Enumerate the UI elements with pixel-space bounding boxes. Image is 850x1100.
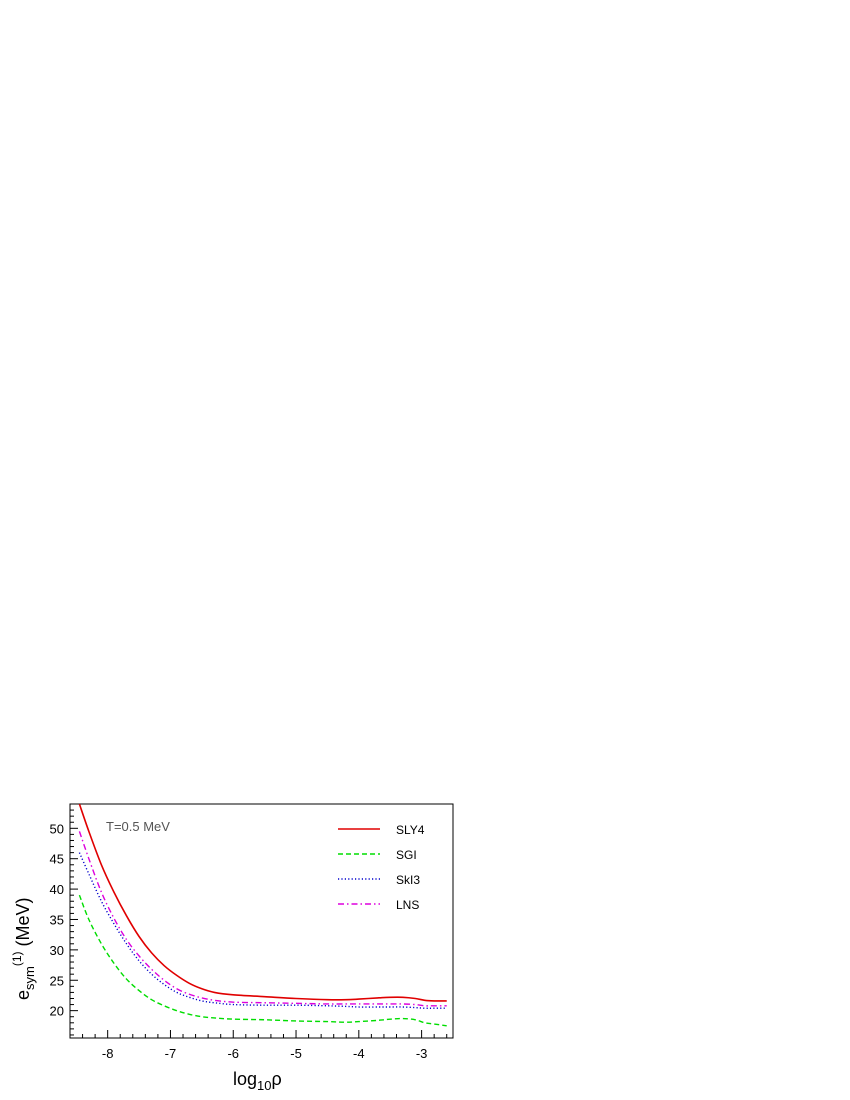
x-tick-label: -8 [102, 1046, 114, 1061]
x-axis-title: log10ρ [233, 1069, 282, 1093]
x-axis-title-base: log [233, 1069, 257, 1089]
y-tick-label: 45 [50, 852, 64, 867]
y-tick-label: 50 [50, 821, 64, 836]
temperature-annotation: T=0.5 MeV [106, 819, 170, 834]
y-tick-label: 40 [50, 882, 64, 897]
x-tick-label: -4 [353, 1046, 365, 1061]
series-layer [78, 804, 447, 1027]
series-line-sly4 [78, 804, 447, 1002]
legend: SLY4 SGI SkI3 LNS [338, 823, 425, 912]
plot-frame [69, 803, 454, 1039]
x-axis-title-sub: 10 [257, 1078, 271, 1093]
legend-label-sly4: SLY4 [396, 823, 425, 837]
x-axis-title-tail: ρ [272, 1069, 282, 1089]
x-tick-label: -6 [227, 1046, 239, 1061]
y-tick-label: 30 [50, 943, 64, 958]
x-tick-label: -5 [290, 1046, 302, 1061]
legend-label-sgi: SGI [396, 848, 417, 862]
y-tick-label: 35 [50, 912, 64, 927]
y-tick-label: 25 [50, 973, 64, 988]
axis-ticks [69, 803, 448, 1038]
y-axis-title-sub: sym [22, 966, 37, 990]
x-tick-label: -7 [165, 1046, 177, 1061]
tick-labels: -8 -7 -6 -5 -4 -3 20 25 30 35 40 45 50 [50, 821, 428, 1061]
y-axis-title-base: e [13, 990, 33, 1000]
series-line-ski3 [78, 852, 447, 1009]
series-line-sgi [78, 894, 447, 1027]
series-line-lns [78, 831, 447, 1007]
y-tick-label: 20 [50, 1004, 64, 1019]
y-axis-title-tail: (MeV) [13, 897, 33, 951]
y-axis-title-sup: (1) [10, 951, 24, 966]
legend-label-lns: LNS [396, 898, 419, 912]
legend-label-ski3: SkI3 [396, 873, 420, 887]
y-axis-title: esym(1) (MeV) [10, 897, 37, 1000]
x-tick-label: -3 [416, 1046, 428, 1061]
